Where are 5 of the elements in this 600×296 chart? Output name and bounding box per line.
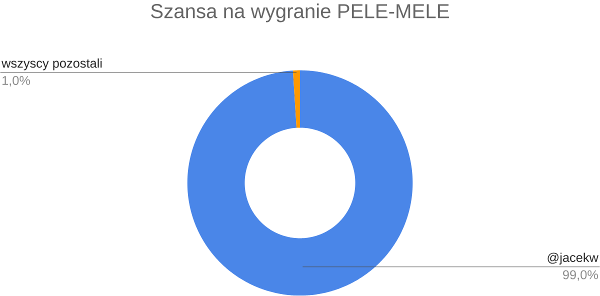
data-label: 99,0%	[563, 270, 598, 281]
slice-label: wszyscy pozostali	[2, 58, 102, 70]
slice-label: @jacekw	[548, 252, 598, 265]
chart-title: Szansa na wygranie PELE-MELE	[151, 4, 449, 22]
data-label: 1,0%	[2, 76, 30, 87]
